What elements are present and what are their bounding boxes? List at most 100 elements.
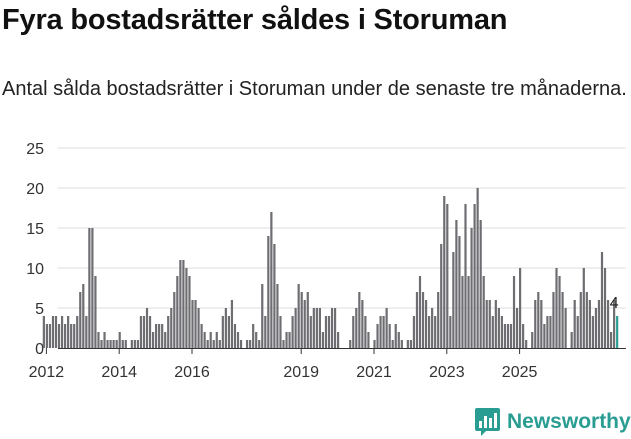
y-tick-label: 20 — [26, 181, 44, 198]
bar — [45, 324, 48, 348]
bar — [312, 308, 315, 348]
bar — [579, 292, 582, 348]
bar — [91, 228, 94, 348]
x-tick-label: 2023 — [429, 364, 465, 381]
bar — [267, 236, 270, 348]
bar — [333, 308, 337, 348]
bar — [318, 308, 321, 348]
bar — [476, 188, 479, 348]
bar — [42, 316, 45, 348]
bar — [394, 324, 397, 348]
brand-name: Newsworthy — [507, 410, 631, 433]
annotation-label: 4 — [610, 295, 619, 312]
bar — [203, 332, 206, 348]
bar — [288, 332, 291, 348]
bar — [291, 316, 294, 348]
bar — [139, 316, 143, 348]
bar — [258, 340, 261, 348]
bar — [464, 204, 467, 348]
annotations: 4 — [610, 295, 619, 312]
bar — [224, 308, 227, 348]
x-axis-ticks: 2012 2014 2016 2019 2021 2023 2025 — [29, 348, 537, 381]
bar — [54, 316, 58, 348]
bar — [485, 300, 488, 348]
bar — [76, 316, 79, 348]
bar — [421, 292, 425, 348]
bar — [540, 300, 543, 348]
bar — [367, 332, 370, 348]
bar — [391, 340, 394, 348]
bar — [218, 340, 221, 348]
bar — [236, 332, 240, 348]
bar — [145, 308, 149, 348]
bar — [179, 260, 182, 348]
bar — [482, 276, 485, 348]
x-tick-label: 2021 — [356, 364, 392, 381]
bar — [185, 268, 188, 348]
bar — [500, 316, 503, 348]
bar — [294, 308, 297, 348]
bar — [103, 332, 106, 348]
bar — [252, 324, 255, 348]
bar — [424, 300, 428, 348]
bar — [455, 220, 458, 348]
bar — [194, 300, 197, 348]
bar — [300, 292, 303, 348]
bar — [555, 268, 558, 348]
bar — [376, 324, 379, 348]
bar — [467, 276, 470, 348]
bar — [613, 300, 616, 348]
bar — [470, 228, 473, 348]
bar — [594, 308, 598, 348]
bar — [494, 300, 497, 348]
bar — [358, 292, 361, 348]
bar — [582, 268, 585, 348]
bar — [315, 308, 318, 348]
bar — [200, 324, 203, 348]
bar — [488, 300, 491, 348]
bar — [151, 332, 155, 348]
bar — [170, 308, 173, 348]
bar — [588, 300, 591, 348]
bar — [85, 316, 88, 348]
bar — [82, 284, 85, 348]
bar — [297, 284, 300, 348]
bar — [191, 300, 194, 348]
bar — [561, 292, 564, 348]
bar — [570, 332, 573, 348]
bar — [321, 332, 325, 348]
bar — [355, 308, 358, 348]
bar — [549, 316, 552, 348]
bar — [164, 332, 167, 348]
bar — [503, 324, 507, 348]
bar — [606, 300, 610, 348]
bar — [197, 308, 200, 348]
bar — [118, 332, 121, 348]
bar — [188, 276, 191, 348]
bar — [106, 340, 109, 348]
bar — [70, 324, 73, 348]
x-tick-label: 2016 — [174, 364, 210, 381]
bar — [591, 316, 594, 348]
y-tick-label: 0 — [35, 341, 44, 358]
bar — [610, 332, 613, 348]
bar — [576, 316, 579, 348]
bar — [276, 284, 279, 348]
bar — [212, 340, 215, 348]
bar — [279, 316, 282, 348]
bar — [130, 340, 133, 348]
bar — [330, 308, 334, 348]
bar — [230, 300, 234, 348]
bar — [364, 316, 367, 348]
bar — [443, 196, 446, 348]
y-tick-label: 10 — [26, 261, 44, 278]
bar — [406, 340, 409, 348]
bar — [264, 316, 267, 348]
bar — [73, 324, 76, 348]
bar — [415, 292, 419, 348]
x-tick-label: 2014 — [101, 364, 137, 381]
bar — [452, 252, 455, 348]
bar — [51, 316, 55, 348]
bar — [109, 340, 112, 348]
bar — [412, 316, 416, 348]
